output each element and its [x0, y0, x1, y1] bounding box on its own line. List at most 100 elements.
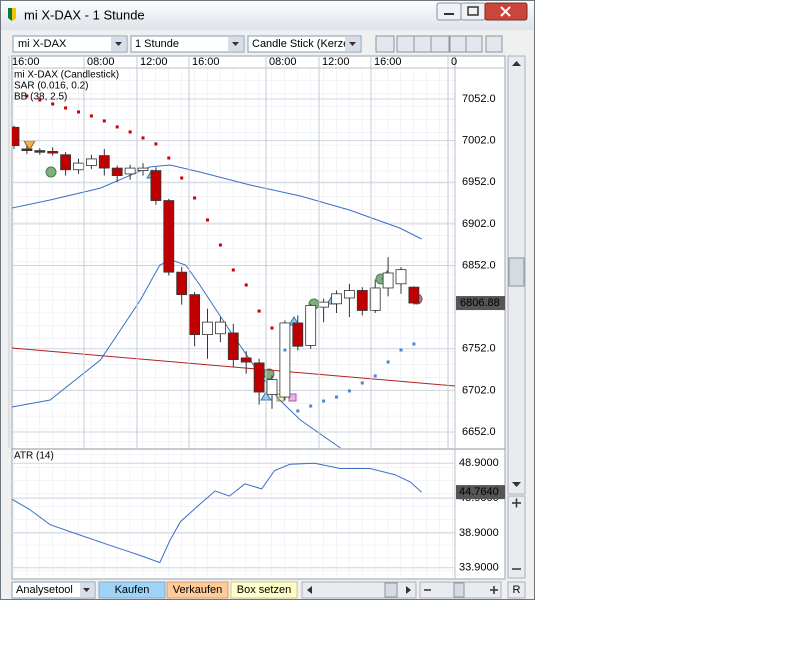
minimize-button[interactable] — [436, 2, 462, 21]
y-tick-label: 6902.0 — [462, 218, 496, 230]
candle-body — [189, 294, 201, 335]
scroll-up[interactable] — [512, 61, 521, 66]
scroll-thumb[interactable] — [508, 257, 525, 287]
zoom-in[interactable] — [512, 498, 521, 508]
legend-text: BB (38, 2.5) — [14, 92, 67, 103]
tool-button[interactable] — [449, 35, 467, 53]
maximize-button[interactable] — [460, 2, 486, 21]
y-tick-label: 7002.0 — [462, 135, 496, 147]
scroll-down[interactable] — [512, 482, 521, 487]
interval-select[interactable] — [130, 35, 245, 53]
sar-dot — [399, 348, 403, 352]
sar-dot — [322, 399, 326, 403]
reset-button[interactable] — [507, 581, 526, 599]
sar-dot — [386, 360, 390, 364]
zoom-plus[interactable] — [490, 586, 498, 594]
buy-button[interactable] — [98, 581, 166, 599]
sar-dot — [218, 243, 222, 247]
close-icon — [500, 6, 511, 17]
candle-body — [382, 272, 394, 289]
candle-body — [369, 287, 381, 311]
scroll-right[interactable] — [406, 586, 411, 594]
sar-dot — [309, 404, 313, 408]
app-icon-half — [12, 8, 16, 21]
x-tick-label: 16:00 — [12, 56, 40, 68]
tool-text: Analysetool — [16, 584, 73, 596]
legend-text: ATR (14) — [14, 451, 54, 462]
candle-body — [318, 301, 330, 308]
candle-body — [292, 322, 304, 347]
sar-dot — [206, 218, 209, 222]
tool-button[interactable] — [465, 35, 483, 53]
sar-dot — [141, 136, 145, 140]
sell-text: Verkaufen — [173, 584, 223, 596]
candle-body — [356, 290, 368, 311]
scroll-thumb[interactable] — [384, 582, 398, 598]
candle-body — [214, 321, 226, 335]
sar-dot — [335, 395, 338, 399]
sar-dot — [77, 110, 80, 114]
box-text: Box setzen — [237, 584, 291, 596]
candle-body — [98, 155, 110, 169]
x-tick-label: 12:00 — [140, 56, 168, 68]
sar-dot — [244, 283, 248, 287]
box-button[interactable] — [230, 581, 298, 599]
sar-dot — [270, 326, 274, 330]
last-price-box — [456, 296, 505, 311]
x-tick-label: 16:00 — [374, 56, 402, 68]
last-atr-box — [456, 485, 505, 500]
candle-body — [279, 322, 291, 398]
sar-dot — [347, 389, 351, 393]
horizontal-scrollbar[interactable] — [301, 581, 417, 599]
price-pane — [12, 68, 455, 448]
candle-body — [227, 332, 239, 360]
x-tick-label: 08:00 — [87, 56, 115, 68]
signal-square — [288, 393, 297, 402]
legend-text: SAR (0.016, 0.2) — [14, 81, 88, 92]
y-tick-label: 48.9000 — [459, 457, 499, 469]
candle-body — [266, 379, 278, 395]
candle-body — [395, 269, 407, 285]
signal-circle — [45, 166, 57, 178]
sar-dot — [154, 142, 158, 146]
sell-button[interactable] — [166, 581, 229, 599]
atr-plot — [12, 462, 455, 569]
sar-dot — [360, 381, 364, 385]
sar-dot — [167, 156, 171, 160]
sar-dot — [51, 102, 55, 106]
sar-dot — [231, 268, 235, 272]
y-tick-label: 6652.0 — [462, 426, 496, 438]
candle-body — [240, 357, 252, 363]
dropdown-arrow — [232, 42, 239, 46]
candle-body — [73, 162, 84, 171]
sar-dot — [89, 114, 93, 118]
sar-dot — [193, 196, 197, 200]
sar-dot — [38, 98, 42, 102]
tool-button[interactable] — [413, 35, 433, 53]
candle-body — [343, 290, 355, 299]
candle-body — [21, 148, 33, 151]
candle-body — [86, 158, 97, 166]
zoom-bar — [507, 495, 526, 579]
tool-button[interactable] — [430, 35, 450, 53]
dropdown-arrow — [115, 42, 122, 46]
sar-dot — [102, 119, 106, 123]
tool-button[interactable] — [485, 35, 503, 53]
sar-dot — [180, 176, 184, 180]
reset-text: R — [513, 584, 521, 596]
instrument-select[interactable] — [12, 35, 128, 53]
sar-dot — [64, 106, 68, 110]
scroll-left[interactable] — [307, 586, 312, 594]
tool-button[interactable] — [375, 35, 395, 53]
y-tick-label: 6702.0 — [462, 384, 496, 396]
tool-button[interactable] — [396, 35, 416, 53]
zoom-thumb[interactable] — [453, 582, 465, 598]
y-tick-label: 7052.0 — [462, 93, 496, 105]
x-tick-label: 0 — [451, 56, 457, 68]
candle-body — [331, 293, 342, 305]
chart-type-select[interactable] — [247, 35, 362, 53]
dropdown-arrow — [83, 588, 90, 592]
tool-select[interactable] — [11, 581, 96, 599]
